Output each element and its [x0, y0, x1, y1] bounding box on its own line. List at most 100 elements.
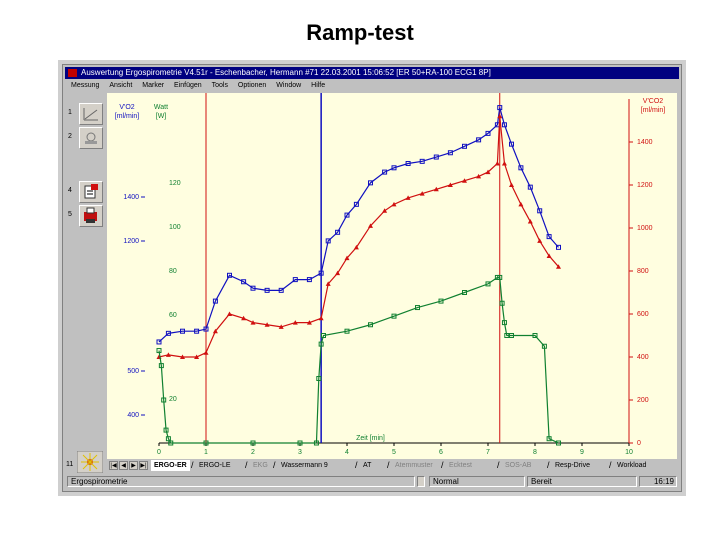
last-tab-button[interactable]: ▶|: [139, 461, 148, 470]
vo2-point: [250, 285, 256, 291]
vco2-point: [194, 354, 200, 359]
vco2-tick-label: 1200: [637, 182, 653, 189]
vo2-point: [241, 279, 247, 285]
vo2-tick-label: 400: [127, 412, 139, 419]
watt-tick-label: 100: [169, 224, 181, 231]
line-chart-tool-button[interactable]: [79, 103, 103, 125]
window-title: Auswertung Ergospirometrie V4.51r - Esch…: [81, 68, 491, 77]
tab-separator: /: [387, 460, 390, 470]
status-mode: Normal: [429, 476, 525, 487]
watt-point: [485, 281, 491, 287]
watt-tick-label: 60: [169, 312, 177, 319]
vo2-point: [527, 184, 533, 190]
tab-ekg[interactable]: EKG: [253, 462, 268, 469]
watt-point: [509, 333, 514, 338]
vco2-point: [368, 223, 373, 228]
vo2-point: [501, 122, 507, 128]
tab-sos-ab[interactable]: SOS-AB: [505, 462, 532, 469]
tool-number-11: 11: [66, 461, 74, 468]
vco2-point: [527, 219, 533, 224]
vo2-point: [227, 272, 232, 278]
watt-point: [158, 363, 164, 369]
menu-tools[interactable]: Tools: [211, 82, 228, 89]
tab-ergo-le[interactable]: ERGO-LE: [199, 462, 231, 469]
vo2-point: [156, 339, 162, 345]
menu-ansicht[interactable]: Ansicht: [109, 82, 133, 89]
x-tick-label: 1: [204, 449, 208, 456]
watt-tick-label: 20: [169, 396, 177, 403]
vco2-point: [405, 195, 411, 200]
vco2-point: [241, 315, 247, 321]
vco2-point: [353, 244, 359, 250]
watt-point: [161, 397, 167, 403]
watt-point: [497, 274, 503, 280]
printer-icon: [84, 207, 97, 223]
measure-tool-button[interactable]: [79, 127, 103, 149]
vo2-point: [382, 169, 388, 175]
vo2-point: [447, 150, 453, 156]
watt-point: [250, 440, 256, 446]
report-icon: [84, 184, 98, 199]
app-icon: [68, 69, 77, 77]
vo2-point: [292, 277, 298, 283]
tab-ergo-er[interactable]: ERGO-ER: [151, 460, 190, 471]
x-axis-label: Zeit [min]: [356, 435, 385, 442]
watt-point: [415, 305, 420, 311]
vco2-point: [391, 201, 397, 207]
tab-separator: /: [245, 460, 248, 470]
vo2-point: [497, 105, 503, 111]
menu-optionen[interactable]: Optionen: [237, 82, 267, 89]
watt-point: [316, 376, 322, 381]
vco2-point: [325, 281, 331, 286]
watt-point: [344, 328, 350, 334]
vco2-point: [306, 320, 312, 325]
tool-number-2: 2: [68, 133, 72, 140]
vco2-point: [227, 311, 232, 316]
vo2-point: [180, 328, 185, 334]
menu-einfuegen[interactable]: Einfügen: [174, 82, 202, 89]
menu-messung[interactable]: Messung: [71, 82, 100, 89]
menu-hilfe[interactable]: Hilfe: [311, 82, 326, 89]
vco2-point: [494, 161, 500, 166]
vo2-point: [344, 212, 350, 218]
tab-wassermann-9[interactable]: Wassermann 9: [281, 462, 328, 469]
x-tick-label: 10: [625, 449, 633, 456]
watt-point: [313, 440, 319, 446]
x-tick-label: 7: [486, 449, 490, 456]
watt-axis-label: [W]: [156, 113, 167, 120]
window-titlebar[interactable]: Auswertung Ergospirometrie V4.51r - Esch…: [65, 67, 679, 79]
vco2-point: [509, 182, 514, 187]
tab-atemmuster[interactable]: Atemmuster: [395, 462, 433, 469]
first-tab-button[interactable]: |◀: [109, 461, 118, 470]
vco2-point: [212, 328, 218, 334]
navigator-icon[interactable]: [77, 451, 103, 473]
scale-icon: [85, 132, 97, 144]
app-window: Auswertung Ergospirometrie V4.51r - Esch…: [62, 64, 682, 492]
prev-tab-button[interactable]: ◀: [119, 461, 128, 470]
tab-workload[interactable]: Workload: [617, 462, 647, 469]
tab-at[interactable]: AT: [363, 462, 372, 469]
vco2-point: [264, 322, 270, 327]
vco2-point: [518, 201, 524, 207]
vo2-point: [419, 158, 425, 164]
vo2-axis-label: V'O2: [119, 104, 134, 111]
report-tool-button[interactable]: [79, 181, 103, 203]
menu-marker[interactable]: Marker: [142, 82, 165, 89]
watt-point: [499, 300, 505, 306]
vo2-point: [278, 287, 284, 293]
tab-separator: /: [497, 460, 500, 470]
vco2-point: [292, 320, 298, 325]
vo2-point: [518, 165, 524, 171]
print-tool-button[interactable]: [79, 205, 103, 227]
tab-resp-drive[interactable]: Resp-Drive: [555, 462, 591, 469]
menu-window[interactable]: Window: [276, 82, 302, 89]
vo2-point: [368, 180, 373, 186]
tab-ecktest[interactable]: Ecktest: [449, 462, 472, 469]
tab-separator: /: [355, 460, 358, 470]
next-tab-button[interactable]: ▶: [129, 461, 138, 470]
x-tick-label: 2: [251, 449, 255, 456]
vco2-point: [546, 253, 552, 258]
vo2-point: [353, 201, 359, 207]
status-bar: Ergospirometrie Normal Bereit 16:19: [65, 475, 679, 489]
vo2-point: [556, 244, 561, 250]
